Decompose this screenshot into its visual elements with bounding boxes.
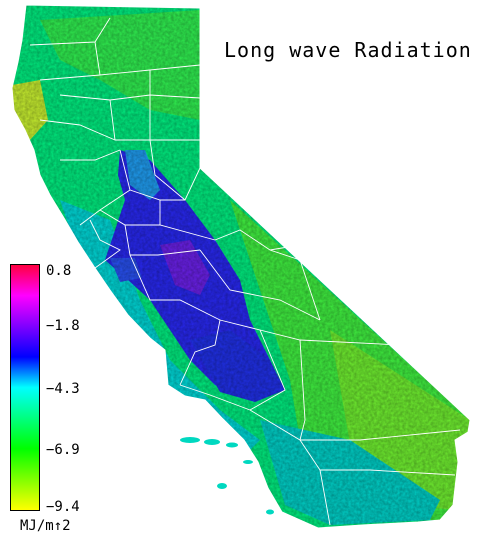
color-scale-legend	[10, 264, 40, 511]
legend-tick-2: −1.8	[46, 318, 80, 334]
legend-unit: MJ/m↑2	[20, 518, 71, 534]
state-border	[11, 4, 471, 529]
legend-tick-min: −9.4	[46, 499, 80, 515]
county-lines	[29, 17, 461, 526]
map-title: Long wave Radiation	[224, 38, 472, 62]
legend-tick-3: −4.3	[46, 381, 80, 397]
legend-tick-4: −6.9	[46, 442, 80, 458]
channel-islands	[180, 437, 274, 515]
legend-tick-max: 0.8	[46, 263, 72, 279]
